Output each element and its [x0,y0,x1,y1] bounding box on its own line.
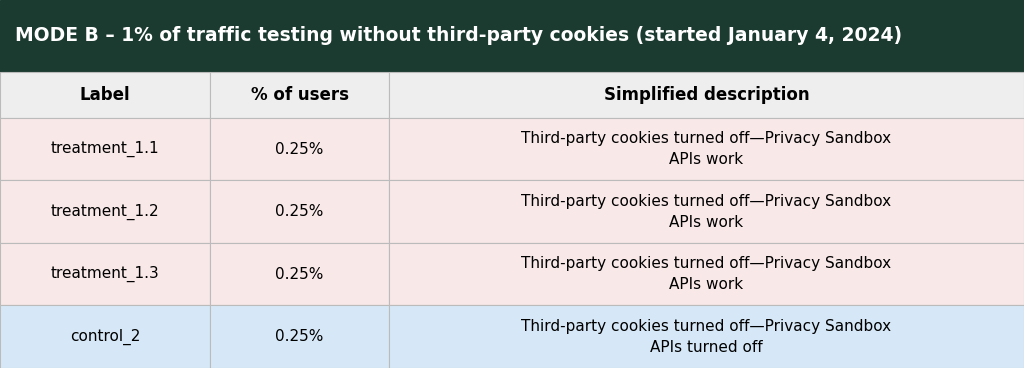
Bar [0,118,210,180]
Bar [210,180,389,243]
Text: treatment_1.3: treatment_1.3 [50,266,160,282]
Bar [210,243,389,305]
Text: treatment_1.1: treatment_1.1 [50,141,160,157]
Bar [0,243,210,305]
Bar [0,0,1024,72]
Text: Label: Label [80,86,130,104]
Bar [210,118,389,180]
Text: Third-party cookies turned off—Privacy Sandbox
APIs work: Third-party cookies turned off—Privacy S… [521,131,892,167]
Bar [389,180,1024,243]
Bar [0,180,210,243]
Bar [0,72,210,118]
Bar [389,118,1024,180]
Text: MODE B – 1% of traffic testing without third-party cookies (started January 4, 2: MODE B – 1% of traffic testing without t… [15,26,902,45]
Bar [389,72,1024,118]
Text: Third-party cookies turned off—Privacy Sandbox
APIs work: Third-party cookies turned off—Privacy S… [521,256,892,292]
Bar [389,243,1024,305]
Bar [0,305,210,368]
Text: Third-party cookies turned off—Privacy Sandbox
APIs work: Third-party cookies turned off—Privacy S… [521,194,892,230]
Bar [210,72,389,118]
Text: Simplified description: Simplified description [604,86,809,104]
Bar [210,305,389,368]
Text: 0.25%: 0.25% [275,142,324,156]
Text: % of users: % of users [251,86,348,104]
Bar [389,305,1024,368]
Text: 0.25%: 0.25% [275,267,324,282]
Text: Third-party cookies turned off—Privacy Sandbox
APIs turned off: Third-party cookies turned off—Privacy S… [521,319,892,355]
Text: control_2: control_2 [70,329,140,345]
Text: treatment_1.2: treatment_1.2 [50,204,160,220]
Text: 0.25%: 0.25% [275,204,324,219]
Text: 0.25%: 0.25% [275,329,324,344]
